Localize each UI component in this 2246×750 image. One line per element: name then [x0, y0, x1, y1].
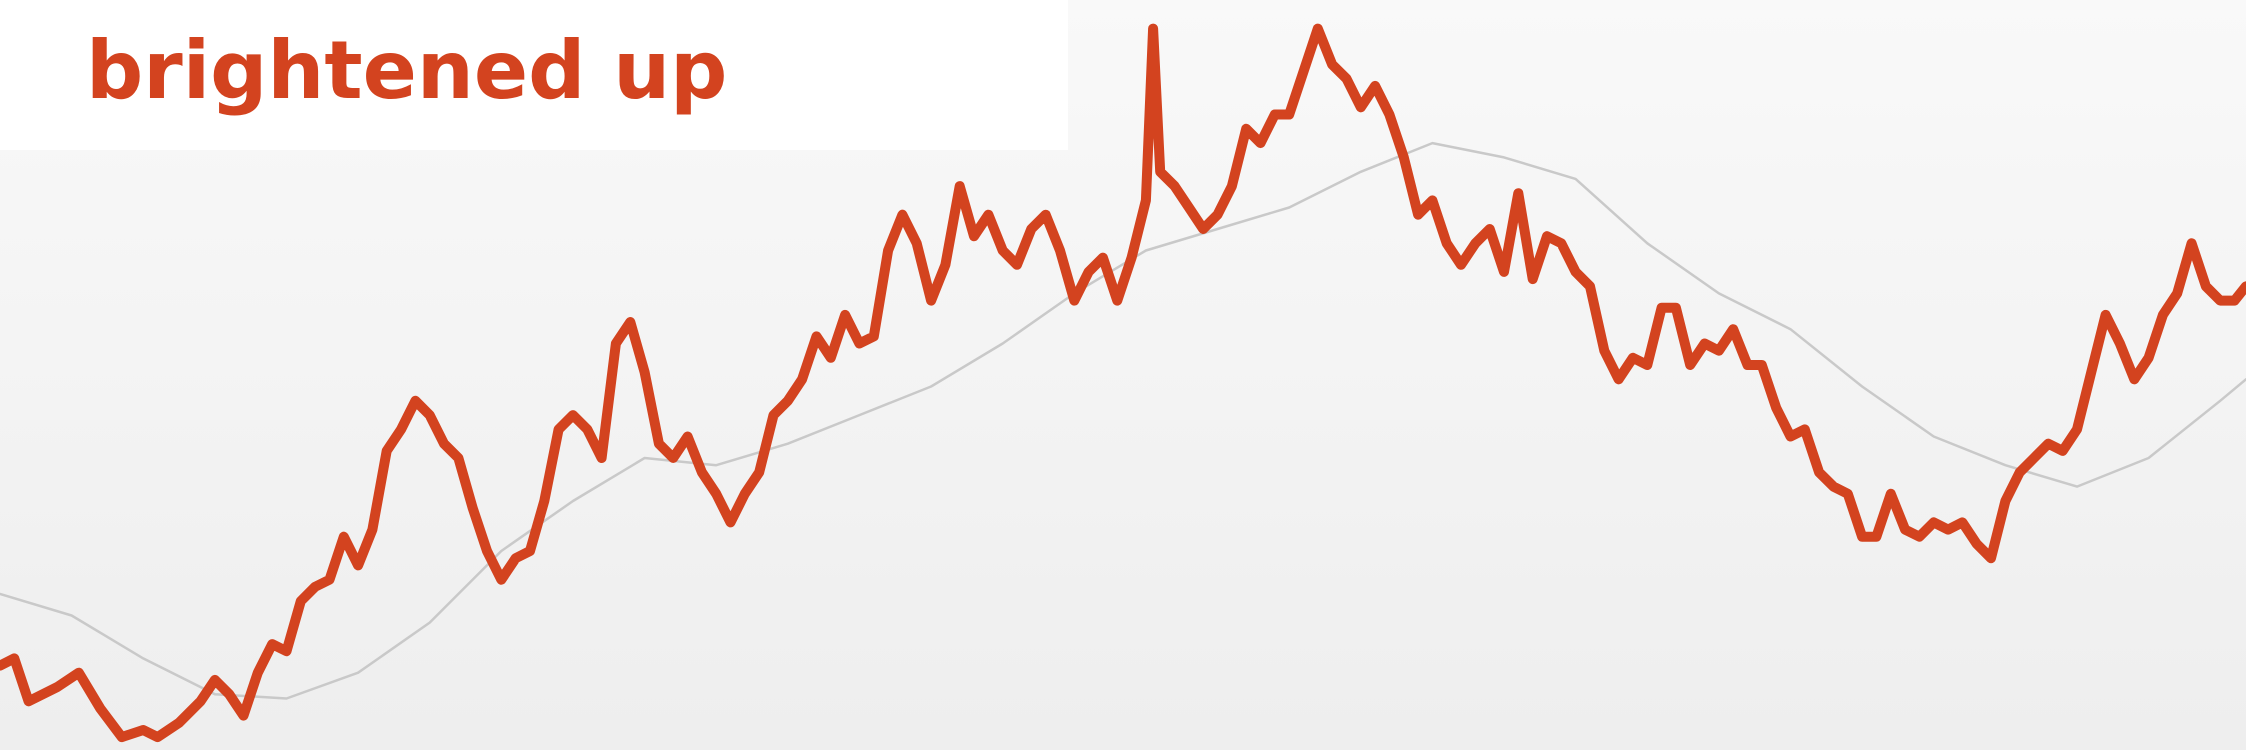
title-box	[0, 0, 1068, 150]
chart-title: brightened up	[86, 24, 727, 117]
plot	[0, 23, 2246, 743]
price-line	[0, 23, 2246, 743]
average-line	[0, 141, 2246, 700]
